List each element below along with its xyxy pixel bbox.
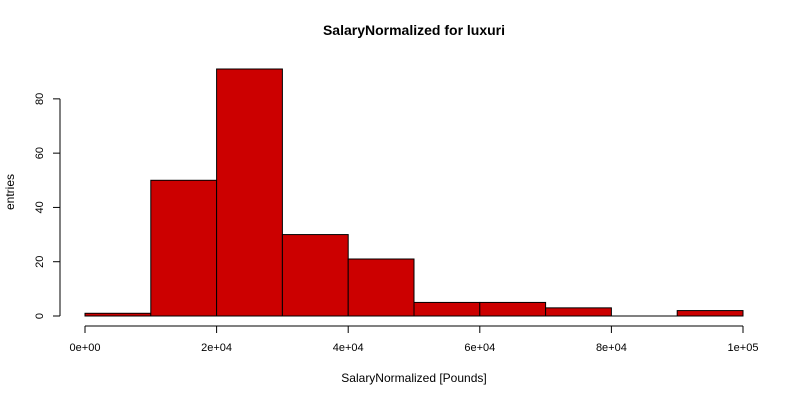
bars-group [84,68,744,317]
histogram-bar [347,258,415,317]
histogram-bar [479,301,547,317]
x-tick-label: 2e+04 [201,342,232,354]
x-axis: 0e+00 2e+04 4e+04 6e+04 8e+04 1e+05 [70,325,759,354]
histogram-bar [84,312,152,317]
histogram-bar [150,179,218,317]
x-tick-label: 1e+05 [728,342,759,354]
histogram-bar [216,68,283,317]
histogram-bar [545,307,612,317]
histogram-bar [413,301,481,317]
y-tick-label: 0 [34,313,46,319]
histogram-bar [281,234,349,317]
histogram-bar [676,310,744,317]
chart-title: SalaryNormalized for luxuri [323,22,505,38]
y-tick-label: 40 [34,201,46,213]
y-tick-label: 80 [34,93,46,105]
y-axis-label: entries [3,174,17,210]
y-axis: 0 20 40 60 80 [34,93,61,319]
x-tick-label: 6e+04 [464,342,495,354]
x-axis-label: SalaryNormalized [Pounds] [341,371,486,385]
x-tick-label: 8e+04 [596,342,627,354]
y-tick-label: 60 [34,147,46,159]
x-tick-label: 0e+00 [70,342,101,354]
y-tick-label: 20 [34,256,46,268]
x-tick-label: 4e+04 [333,342,364,354]
